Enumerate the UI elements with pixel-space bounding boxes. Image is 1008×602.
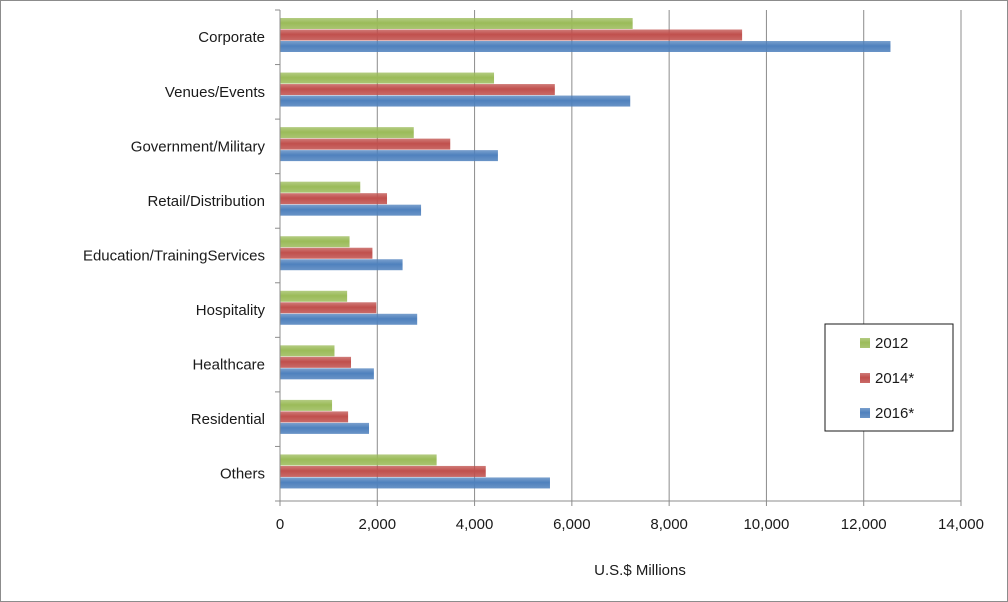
bar-venues-events-2 <box>280 95 631 107</box>
bar-healthcare-0 <box>280 345 335 357</box>
bar-residential-2 <box>280 422 370 434</box>
bar-government-military-0 <box>280 127 414 139</box>
bar-others-1 <box>280 465 486 477</box>
bar-education-trainingservices-1 <box>280 247 373 259</box>
category-label: Others <box>220 466 265 483</box>
bar-residential-1 <box>280 411 349 423</box>
category-label: Healthcare <box>192 357 265 374</box>
bar-venues-events-0 <box>280 72 495 84</box>
category-label: Government/Military <box>131 138 266 155</box>
legend-label: 2012 <box>875 335 908 352</box>
bar-corporate-0 <box>280 18 633 29</box>
bar-corporate-2 <box>280 41 891 52</box>
bar-corporate-1 <box>280 29 743 41</box>
category-label: Hospitality <box>196 302 266 319</box>
category-label: Venues/Events <box>165 84 265 101</box>
bar-government-military-1 <box>280 138 451 150</box>
x-tick-labels: 0 2,000 4,000 6,000 8,000 10,000 12,000 14,000 <box>276 516 984 533</box>
category-label: Corporate <box>198 29 265 46</box>
category-label: Retail/Distribution <box>147 193 265 210</box>
bar-retail-distribution-0 <box>280 181 361 193</box>
bar-residential-0 <box>280 399 333 411</box>
x-tick-label: 4,000 <box>456 516 494 533</box>
legend-label: 2016* <box>875 405 914 422</box>
legend: 2012 2014* 2016* <box>824 323 954 432</box>
bar-hospitality-2 <box>280 313 418 325</box>
bar-healthcare-2 <box>280 368 374 380</box>
legend-label: 2014* <box>875 370 914 387</box>
x-tick-label: 8,000 <box>650 516 688 533</box>
bar-education-trainingservices-2 <box>280 259 403 271</box>
bar-education-trainingservices-0 <box>280 236 350 248</box>
category-labels: Corporate Venues/Events Government/Militar… <box>83 29 266 482</box>
x-tick-label: 14,000 <box>938 516 984 533</box>
bar-hospitality-0 <box>280 290 348 302</box>
x-tick-label: 6,000 <box>553 516 591 533</box>
x-tick-label: 10,000 <box>743 516 789 533</box>
legend-swatch <box>860 373 870 383</box>
bar-healthcare-1 <box>280 356 352 368</box>
x-axis-title: U.S.$ Millions <box>594 562 686 579</box>
bar-government-military-2 <box>280 150 498 162</box>
x-tick-label: 0 <box>276 516 284 533</box>
legend-box <box>824 323 954 432</box>
bar-others-2 <box>280 477 550 489</box>
bar-retail-distribution-2 <box>280 204 422 216</box>
bar-others-0 <box>280 454 437 466</box>
bar-venues-events-1 <box>280 84 555 96</box>
bar-hospitality-1 <box>280 302 377 314</box>
legend-swatch <box>860 408 870 418</box>
x-tick-label: 12,000 <box>841 516 887 533</box>
category-label: Residential <box>191 411 265 428</box>
legend-swatch <box>860 338 870 348</box>
axes <box>275 9 962 506</box>
bar-retail-distribution-1 <box>280 193 388 205</box>
bars <box>280 18 891 489</box>
category-label: Education/TrainingServices <box>83 247 265 264</box>
x-tick-label: 2,000 <box>359 516 397 533</box>
